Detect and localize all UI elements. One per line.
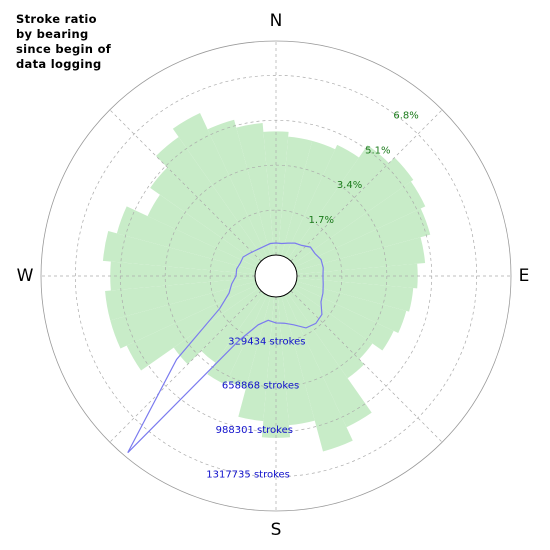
chart-title: Stroke ratio by bearing since begin of d… [16, 12, 112, 71]
bar [277, 296, 315, 426]
bar [281, 295, 353, 452]
bar [105, 277, 256, 321]
bar [288, 145, 389, 262]
bar [155, 136, 264, 262]
bar [201, 290, 264, 363]
bar [296, 277, 414, 312]
r-tick-label: 3.4% [337, 180, 362, 191]
bar [296, 237, 426, 275]
bar [281, 140, 336, 257]
bar [295, 208, 431, 271]
direction-label: W [17, 266, 34, 286]
grid-ring [209, 209, 343, 343]
bar [277, 136, 313, 256]
bar [116, 206, 257, 271]
bar [173, 288, 262, 365]
r-tick-label: 6.8% [393, 110, 418, 121]
bar [126, 284, 259, 371]
bar [293, 284, 394, 351]
bar [284, 144, 359, 259]
bar [207, 119, 271, 257]
bar [207, 293, 268, 385]
bar [290, 157, 414, 264]
r2-tick-label: 329434 strokes [228, 336, 305, 347]
direction-label: E [519, 266, 530, 286]
grid-ring [164, 164, 388, 388]
bar [238, 296, 275, 422]
outer-circle [40, 40, 512, 512]
grid-ring [119, 119, 433, 433]
r2-tick-label: 1317735 strokes [206, 470, 290, 481]
r2-tick-label: 658868 strokes [222, 381, 299, 392]
bar [102, 231, 256, 275]
bar [284, 293, 372, 428]
bar [236, 122, 275, 256]
r-tick-label: 5.1% [365, 145, 390, 156]
bar [290, 288, 373, 360]
bar [288, 290, 365, 379]
center-hole [254, 254, 298, 298]
bar [147, 194, 259, 268]
stroke-line [127, 242, 324, 454]
r2-tick-label: 988301 strokes [216, 425, 293, 436]
grid-ring [74, 74, 478, 478]
bar [172, 113, 268, 259]
bar [110, 281, 257, 349]
bar [261, 296, 291, 438]
bar [227, 295, 271, 388]
bar [150, 167, 262, 264]
bar [293, 181, 426, 268]
direction-label: S [271, 520, 282, 540]
direction-label: N [270, 11, 283, 31]
r-tick-label: 1.7% [309, 215, 334, 226]
